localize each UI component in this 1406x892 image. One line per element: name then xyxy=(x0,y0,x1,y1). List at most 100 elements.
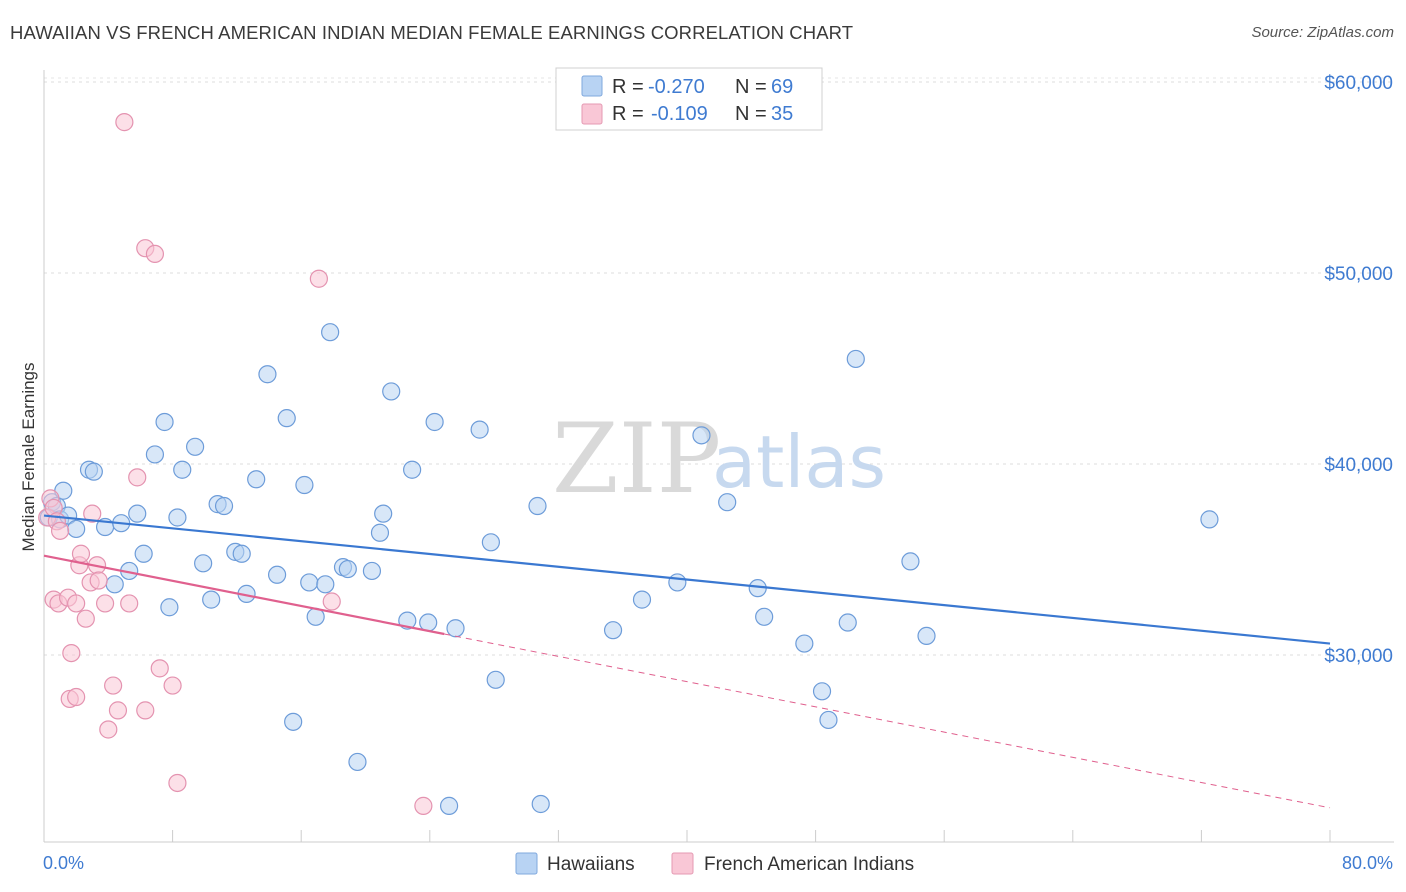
hawaiian-point xyxy=(194,554,213,573)
hawaiian-point xyxy=(173,460,192,479)
french-american-indian-point xyxy=(89,571,108,590)
french-american-indian-point xyxy=(136,701,155,720)
hawaiian-point xyxy=(67,519,86,539)
hawaiian-point xyxy=(105,575,124,594)
hawaiian-point xyxy=(295,475,314,495)
french-american-indian-point xyxy=(322,592,341,611)
hawaiians-trend-line xyxy=(43,514,1331,645)
hawaiian-point xyxy=(284,712,303,731)
hawaiian-point xyxy=(160,598,179,617)
series-legend: Hawaiians French American Indians xyxy=(515,852,914,875)
hawaiian-point xyxy=(425,412,444,432)
legend-n-label-1: N = xyxy=(735,76,767,98)
french-american-indian-point xyxy=(108,701,128,720)
french-american-indian-point xyxy=(67,594,86,613)
y-axis-label: Median Female Earnings xyxy=(19,363,38,552)
hawaiian-point xyxy=(755,607,774,626)
y-tick-label: $40,000 xyxy=(1324,455,1393,476)
hawaiian-point xyxy=(481,533,500,552)
french-american-indian-point xyxy=(128,468,147,487)
hawaiian-point xyxy=(917,626,936,646)
y-tick-label: $50,000 xyxy=(1324,264,1393,285)
hawaiian-point xyxy=(300,573,319,592)
legend-swatch-pink xyxy=(581,103,603,125)
bottom-legend-label-french: French American Indians xyxy=(704,854,914,875)
y-tick-label: $30,000 xyxy=(1324,646,1393,667)
french-american-indian-point xyxy=(150,659,169,678)
gridlines xyxy=(44,77,1394,656)
hawaiian-point xyxy=(528,496,547,516)
y-tick-labels: $30,000 $40,000 $50,000 $60,000 xyxy=(1324,73,1393,667)
hawaiian-point xyxy=(84,462,103,481)
x-tick-label-min: 0.0% xyxy=(43,853,84,873)
watermark-atlas: atlas xyxy=(712,420,886,504)
hawaiian-point xyxy=(247,470,266,489)
y-tick-label: $60,000 xyxy=(1324,73,1393,94)
french-american-indian-point xyxy=(115,113,134,132)
hawaiian-point xyxy=(202,590,221,609)
watermark-zip: ZIP xyxy=(552,403,721,515)
series-hawaiians xyxy=(39,323,1219,815)
legend-r-value-1: -0.270 xyxy=(648,76,705,98)
hawaiian-point xyxy=(668,573,687,592)
hawaiian-point xyxy=(232,544,251,563)
french-american-indian-point xyxy=(50,521,70,540)
french-trend-line xyxy=(43,554,445,636)
french-american-indian-point xyxy=(71,544,91,563)
hawaiian-point xyxy=(1200,510,1219,529)
hawaiian-point xyxy=(486,670,505,689)
hawaiian-point xyxy=(134,544,153,563)
french-american-indian-point xyxy=(414,796,433,815)
hawaiian-point xyxy=(277,409,296,428)
hawaiian-point xyxy=(846,349,865,369)
hawaiian-point xyxy=(267,565,287,584)
trend-lines xyxy=(43,514,1331,809)
hawaiian-point xyxy=(321,323,340,342)
hawaiian-point xyxy=(470,420,489,439)
x-tick-label-max: 80.0% xyxy=(1342,853,1393,873)
hawaiian-point xyxy=(692,426,711,445)
hawaiian-point xyxy=(819,710,838,730)
series-french-american-indians xyxy=(38,113,433,815)
legend-r-value-2: -0.109 xyxy=(651,103,708,125)
hawaiian-point xyxy=(603,621,623,640)
legend-r-label-2: R = xyxy=(612,103,644,125)
hawaiian-point xyxy=(128,504,147,523)
hawaiian-point xyxy=(439,796,459,815)
hawaiian-point xyxy=(718,493,737,512)
chart-title: HAWAIIAN VS FRENCH AMERICAN INDIAN MEDIA… xyxy=(10,22,854,43)
hawaiian-point xyxy=(446,619,465,638)
french-american-indian-point xyxy=(95,594,115,613)
legend-n-value-1: 69 xyxy=(771,76,793,98)
french-american-indian-point xyxy=(67,687,86,707)
hawaiian-point xyxy=(316,575,335,594)
hawaiian-point xyxy=(632,590,652,609)
hawaiian-point xyxy=(258,365,277,384)
hawaiian-point xyxy=(186,437,205,456)
french-american-indian-point xyxy=(104,676,123,695)
legend-n-value-2: 35 xyxy=(771,103,793,125)
legend-swatch-blue xyxy=(581,75,603,97)
french-american-indian-point xyxy=(145,244,165,263)
x-tick-marks xyxy=(172,830,1331,842)
french-american-indian-point xyxy=(76,609,95,628)
bottom-legend-swatch-hawaiians xyxy=(515,852,538,875)
hawaiian-point xyxy=(374,504,393,523)
hawaiian-point xyxy=(370,523,390,542)
hawaiian-point xyxy=(362,561,382,581)
french-trend-extension xyxy=(444,633,1331,809)
french-american-indian-point xyxy=(83,504,102,523)
french-american-indian-point xyxy=(120,594,139,613)
hawaiian-point xyxy=(214,496,234,516)
hawaiian-point xyxy=(403,460,422,479)
hawaiian-point xyxy=(901,552,920,571)
correlation-legend: R = -0.270 N = 69 R = -0.109 N = 35 xyxy=(555,67,823,131)
hawaiian-point xyxy=(812,682,832,701)
hawaiian-point xyxy=(795,634,814,653)
french-american-indian-point xyxy=(168,773,187,793)
hawaiian-point xyxy=(348,752,367,772)
french-american-indian-point xyxy=(163,676,182,695)
legend-r-label-1: R = xyxy=(612,76,644,98)
hawaiian-point xyxy=(168,508,187,527)
